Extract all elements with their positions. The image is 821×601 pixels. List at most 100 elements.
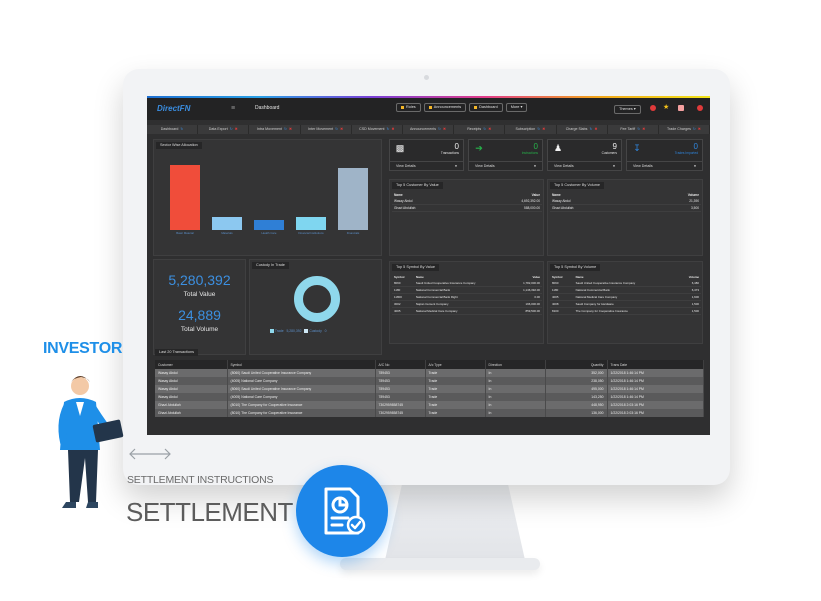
tab-charge-slabs[interactable]: Charge Slabs ↻ ✖ <box>557 125 608 134</box>
close-icon[interactable]: ✖ <box>391 127 395 131</box>
transactions-title: Last 20 Transactions <box>155 349 199 356</box>
view-details-link[interactable]: View Details ● <box>390 161 463 170</box>
view-details-link[interactable]: View Details ● <box>548 161 621 170</box>
table-row[interactable]: 1180 National Commercial Bank 6,473 <box>550 286 701 294</box>
refresh-icon[interactable]: ↻ <box>692 127 696 131</box>
themes-dropdown[interactable]: Themes ▾ <box>614 105 641 114</box>
quick-links: Roles Announcements Dashboard More ▾ <box>396 103 528 112</box>
customers-card[interactable]: ♟ 9 Customers View Details ● <box>547 139 622 171</box>
transactions-card[interactable]: ▩ 0 Transactions View Details ● <box>389 139 464 171</box>
tab-intra-movement[interactable]: Intra Movement ↻ ✖ <box>249 125 301 134</box>
roles-pill[interactable]: Roles <box>396 103 421 112</box>
user-icon: ♟ <box>553 143 563 153</box>
column-header[interactable]: Symbol <box>227 360 376 369</box>
table-row[interactable]: Ghazi Abdullah (8010) The Company for Coo… <box>155 409 704 417</box>
customer-value-table: Name Value Wasay Abdul 4,692,392.00 Ghazi … <box>392 193 542 212</box>
tab-subscription[interactable]: Subscription ↻ ✖ <box>505 125 557 134</box>
sector-bar-label: Basic Material <box>176 231 194 235</box>
close-icon[interactable]: ✖ <box>697 127 701 131</box>
table-row[interactable]: 4005 National Medical Care Company 1,600 <box>550 293 701 301</box>
close-icon[interactable]: ✖ <box>594 127 598 131</box>
tab-fee-tariff[interactable]: Fee Tariff ↻ ✖ <box>608 125 659 134</box>
table-row[interactable]: 8060 Saudi United Cooperative Insurance C… <box>392 280 542 287</box>
table-row[interactable]: 8100 The Company for Cooperative Insuranc… <box>550 307 701 315</box>
column-header[interactable]: Customer <box>155 360 228 369</box>
cash-icon: ▩ <box>395 143 405 153</box>
record-icon[interactable] <box>650 105 656 111</box>
close-icon[interactable]: ✖ <box>488 127 492 131</box>
table-row[interactable]: 4008 Saudi Company for Hardware 1,500 <box>550 300 701 308</box>
close-icon[interactable]: ✖ <box>288 127 292 131</box>
refresh-icon[interactable]: ↻ <box>180 127 184 131</box>
instructions-card[interactable]: ➔ 0 Instructions View Details ● <box>468 139 543 171</box>
power-icon[interactable] <box>697 105 703 111</box>
sector-bar[interactable] <box>170 165 200 230</box>
table-row[interactable]: 11800 National Commercial Bank Right 0.00 <box>392 293 542 301</box>
star-icon[interactable]: ★ <box>663 104 670 111</box>
refresh-icon[interactable]: ↻ <box>283 127 287 131</box>
table-row[interactable]: 8060 Saudi United Cooperative Insurance C… <box>550 280 701 287</box>
sector-bar[interactable] <box>212 216 242 230</box>
sector-bar-label: Materials <box>221 231 233 235</box>
refresh-icon[interactable]: ↻ <box>438 127 442 131</box>
total-value-label: Total Value <box>183 291 216 298</box>
close-icon[interactable]: ✖ <box>443 127 447 131</box>
top5-customer-value-panel: Top 5 Customer By Value Name Value Wasay … <box>389 179 544 256</box>
dashboard-pill[interactable]: Dashboard <box>469 103 503 112</box>
tab-announcements[interactable]: Announcements ↻ ✖ <box>403 125 455 134</box>
table-row[interactable]: Wasay Abdul (4005) National Care Company 7… <box>155 393 704 401</box>
table-row[interactable]: 4005 National Medical Care Company 859,500… <box>392 307 542 315</box>
column-header[interactable]: A/C No <box>375 360 426 369</box>
tab-inter-movement[interactable]: Inter Movement ↻ ✖ <box>301 125 352 134</box>
tab-csd-movement[interactable]: CSD Movement ↻ ✖ <box>352 125 403 134</box>
announcements-pill[interactable]: Announcements <box>423 103 467 112</box>
table-row[interactable]: Ghazi Abdullah 3,500 <box>550 204 701 212</box>
refresh-icon[interactable]: ↻ <box>537 127 541 131</box>
tab-receipts[interactable]: Receipts ↻ ✖ <box>454 125 506 134</box>
transactions-table: Customer Symbol A/C No A/c Type Directio… <box>155 360 704 417</box>
menu-icon[interactable]: ≡ <box>231 105 236 112</box>
refresh-icon[interactable]: ↻ <box>589 127 593 131</box>
trades-imported-card[interactable]: ↧ 0 Trades Imported View Details ● <box>626 139 703 171</box>
custody-donut <box>294 276 340 322</box>
totals-panel: 5,280,392 Total Value 24,889 Total Volum… <box>153 259 246 355</box>
close-icon[interactable]: ✖ <box>340 127 344 131</box>
view-details-link[interactable]: View Details ● <box>469 161 542 170</box>
app-logo[interactable]: DirectFN <box>157 104 191 113</box>
info-icon: ● <box>533 164 536 168</box>
table-row[interactable]: 3002 Najran Cement Company 196,000.00 <box>392 300 542 308</box>
table-row[interactable]: Ghazi Abdullah 588,000.00 <box>392 204 542 212</box>
card-label: Trades Imported <box>674 151 698 155</box>
column-header[interactable]: Direction <box>485 360 546 369</box>
sector-bar[interactable] <box>296 216 326 230</box>
table-row[interactable]: Wasay Abdul 21,390 <box>550 198 701 205</box>
top5-symbol-value-panel: Top 5 Symbol By Value Symbol Name Value 80… <box>389 261 544 344</box>
refresh-icon[interactable]: ↻ <box>637 127 641 131</box>
edit-icon[interactable] <box>678 105 684 111</box>
tab-dashboard[interactable]: Dashboard ↻ <box>147 125 199 134</box>
close-icon[interactable]: ✖ <box>642 127 646 131</box>
close-icon[interactable]: ✖ <box>234 127 238 131</box>
more-dropdown[interactable]: More ▾ <box>505 103 528 112</box>
table-row[interactable]: Wasay Abdul 4,692,392.00 <box>392 198 542 205</box>
sector-bar[interactable] <box>254 219 284 230</box>
tab-trade-charges[interactable]: Trade Charges ↻ ✖ <box>659 125 710 134</box>
accent-stripe <box>147 96 710 98</box>
tab-data-export[interactable]: Data Export ↻ ✖ <box>198 125 250 134</box>
table-row[interactable]: Wasay Abdul (8060) Saudi United Cooperati… <box>155 369 704 377</box>
table-row[interactable]: Wasay Abdul (8060) Saudi United Cooperati… <box>155 385 704 393</box>
table-row[interactable]: Wasay Abdul (4005) National Care Company 7… <box>155 377 704 385</box>
refresh-icon[interactable]: ↻ <box>483 127 487 131</box>
sector-bar[interactable] <box>338 167 368 230</box>
column-header[interactable]: Trans Date <box>607 360 704 369</box>
symbol-volume-table: Symbol Name Volume 8060 Saudi United Cooper… <box>550 275 701 315</box>
refresh-icon[interactable]: ↻ <box>229 127 233 131</box>
refresh-icon[interactable]: ↻ <box>335 127 339 131</box>
column-header[interactable]: A/c Type <box>425 360 486 369</box>
table-row[interactable]: 1180 National Commercial Bank 1,146,392.00 <box>392 286 542 294</box>
refresh-icon[interactable]: ↻ <box>386 127 390 131</box>
column-header[interactable]: Quantity <box>545 360 608 369</box>
table-row[interactable]: Ghazi Abdullah (8010) The Company for Coo… <box>155 401 704 409</box>
close-icon[interactable]: ✖ <box>542 127 546 131</box>
view-details-link[interactable]: View Details ● <box>627 161 702 170</box>
